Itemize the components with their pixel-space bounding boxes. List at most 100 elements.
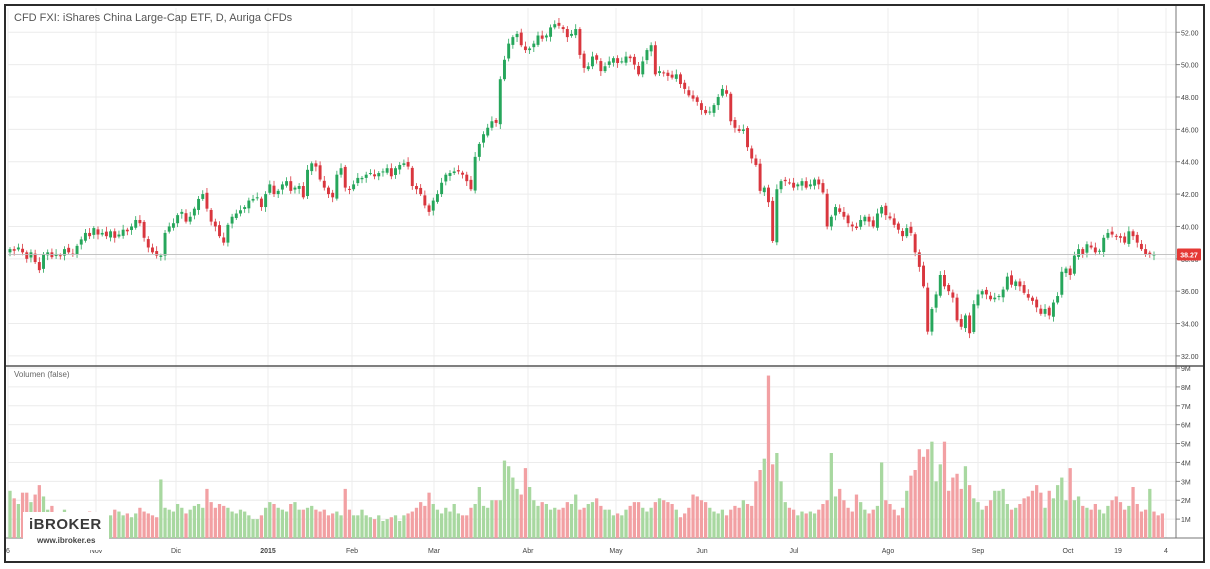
volume-bar — [699, 500, 704, 538]
volume-bar — [938, 464, 942, 538]
candle-body — [800, 181, 804, 186]
candle-body — [574, 29, 578, 36]
volume-bar — [1118, 502, 1123, 538]
candle-body — [632, 56, 636, 65]
volume-bar — [762, 458, 766, 538]
candle-body — [963, 315, 967, 329]
candle-body — [259, 198, 263, 208]
chart-canvas[interactable]: 52.0050.0048.0046.0044.0042.0040.0038.00… — [6, 6, 1203, 561]
candle-body — [461, 172, 465, 175]
volume-bar — [540, 502, 544, 538]
candle-body — [880, 207, 884, 214]
candle-body — [1072, 255, 1076, 274]
candle-body — [1043, 308, 1047, 314]
candle-body — [251, 198, 255, 201]
candle-body — [561, 27, 565, 30]
volume-bar — [1093, 504, 1097, 538]
price-tick-label: 48.00 — [1181, 95, 1199, 102]
volume-tick-label: 9M — [1181, 366, 1191, 373]
volume-bar — [427, 492, 431, 538]
candle-body — [159, 255, 163, 257]
candle-body — [218, 225, 221, 237]
volume-tick-label: 4M — [1181, 460, 1191, 467]
candle-body — [611, 58, 615, 63]
candle-body — [1031, 297, 1034, 301]
volume-bar — [519, 494, 523, 538]
volume-bar — [892, 509, 896, 538]
candle-body — [96, 229, 100, 235]
candle-body — [494, 119, 498, 123]
volume-bar — [900, 507, 905, 538]
candle-body — [364, 174, 368, 178]
candle-body — [519, 32, 523, 46]
candle-body — [1089, 245, 1093, 248]
candle-body — [192, 208, 196, 216]
volume-bar — [1055, 485, 1060, 538]
volume-bar — [121, 515, 125, 538]
volume-bar — [1035, 485, 1039, 538]
volume-bar — [1001, 488, 1005, 538]
volume-bar — [406, 513, 410, 538]
volume-bar — [1143, 509, 1148, 538]
volume-bar — [632, 502, 637, 538]
candle-body — [909, 226, 913, 233]
logo-url: www.ibroker.es — [37, 536, 96, 545]
candle-body — [523, 46, 527, 51]
candle-body — [482, 134, 485, 143]
candle-body — [1093, 247, 1097, 253]
volume-bar — [448, 511, 452, 538]
volume-tick-label: 2M — [1181, 498, 1191, 505]
volume-bar — [117, 511, 121, 538]
candle-body — [536, 35, 540, 45]
candle-body — [498, 79, 502, 125]
candle-body — [473, 156, 477, 191]
volume-bar — [1156, 515, 1160, 538]
volume-bar — [1148, 488, 1152, 538]
candle-body — [821, 183, 825, 193]
volume-bar — [1030, 490, 1035, 538]
volume-bar — [787, 507, 792, 538]
candle-body — [704, 109, 708, 114]
candle-body — [997, 296, 1001, 298]
candle-body — [381, 171, 385, 173]
candle-body — [398, 164, 402, 170]
candle-body — [863, 216, 867, 222]
price-tick-label: 40.00 — [1181, 224, 1199, 231]
volume-bar — [582, 507, 586, 538]
candle-body — [943, 275, 946, 287]
volume-bar — [548, 509, 553, 538]
candle-body — [486, 127, 490, 136]
volume-bar — [507, 466, 511, 538]
logo-brand: iBROKER — [29, 516, 102, 533]
candle-body — [1106, 232, 1110, 238]
volume-bar — [188, 509, 192, 538]
candle-body — [616, 58, 620, 64]
candle-body — [63, 249, 66, 256]
candle-body — [180, 211, 184, 214]
volume-bar — [683, 513, 687, 538]
candle-body — [88, 232, 92, 237]
candle-body — [674, 74, 678, 79]
candle-body — [306, 169, 309, 197]
candle-body — [834, 207, 837, 216]
volume-bar — [456, 513, 461, 538]
volume-bar — [859, 502, 863, 538]
candle-body — [1047, 307, 1051, 316]
ibroker-logo: iBROKER www.ibroker.es — [23, 512, 109, 550]
volume-bar — [1160, 513, 1165, 538]
volume-bar — [653, 502, 657, 538]
candle-body — [314, 163, 318, 167]
candle-body — [67, 247, 71, 253]
candle-body — [825, 193, 829, 227]
volume-bar — [184, 513, 188, 538]
volume-bar — [192, 505, 197, 538]
candle-body — [331, 192, 335, 198]
volume-bar — [419, 502, 423, 538]
candle-body — [54, 253, 58, 256]
volume-bar — [662, 500, 666, 538]
volume-bar — [108, 515, 113, 538]
x-tick-label: 4 — [1164, 548, 1168, 555]
x-tick-label: 6 — [6, 548, 10, 555]
candle-body — [641, 61, 645, 75]
candle-body — [83, 232, 87, 241]
